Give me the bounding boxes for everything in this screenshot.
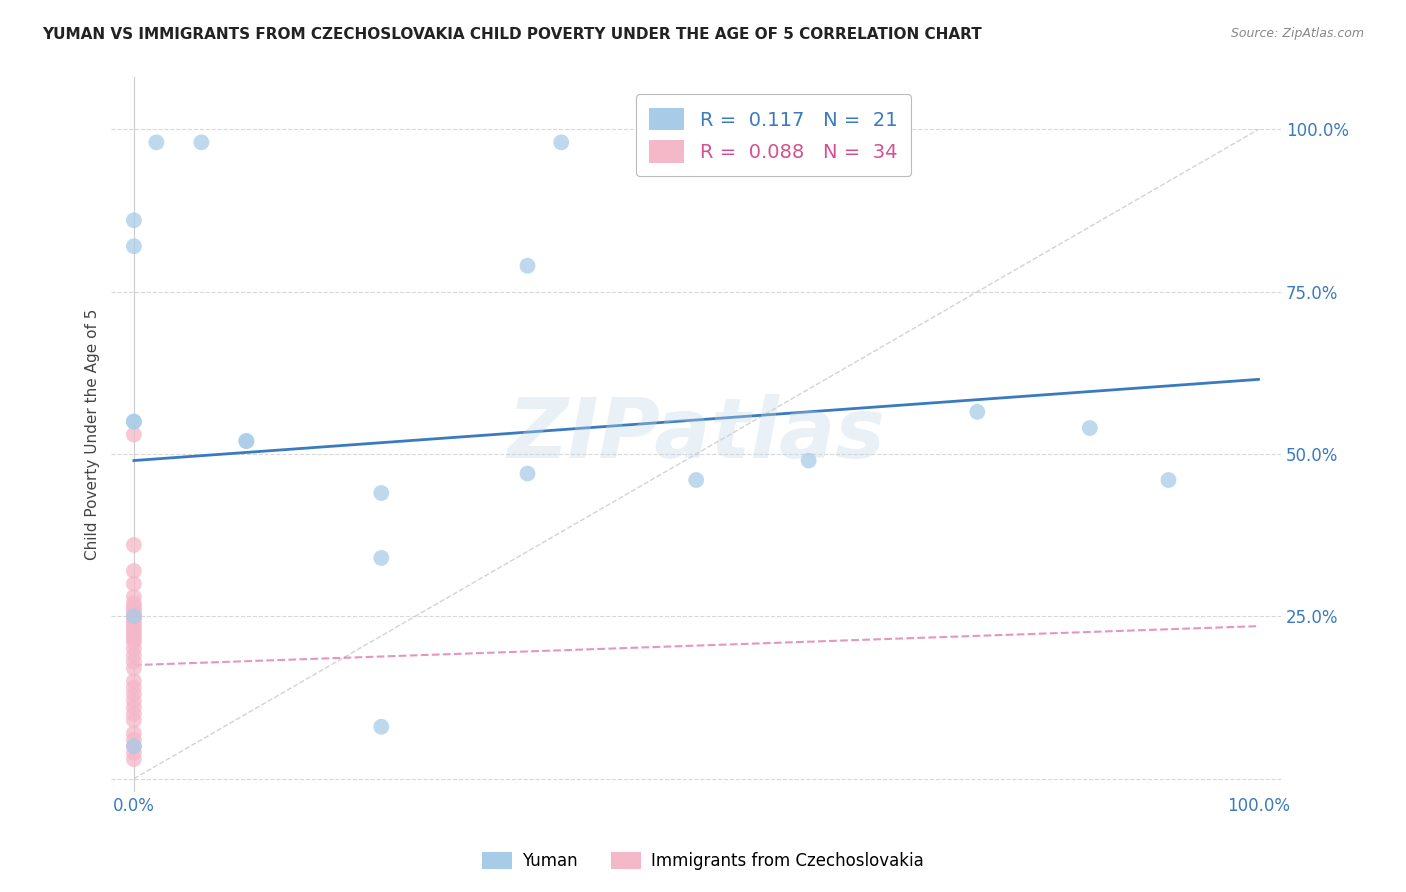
- Point: [685, 473, 707, 487]
- Point: [122, 606, 145, 620]
- Point: [516, 467, 538, 481]
- Legend: R =  0.117   N =  21, R =  0.088   N =  34: R = 0.117 N = 21, R = 0.088 N = 34: [636, 95, 911, 176]
- Point: [122, 694, 145, 708]
- Point: [122, 609, 145, 624]
- Point: [235, 434, 257, 448]
- Point: [122, 239, 145, 253]
- Point: [122, 596, 145, 610]
- Point: [550, 136, 572, 150]
- Text: Source: ZipAtlas.com: Source: ZipAtlas.com: [1230, 27, 1364, 40]
- Point: [122, 752, 145, 766]
- Point: [122, 648, 145, 663]
- Point: [122, 625, 145, 640]
- Point: [122, 641, 145, 656]
- Point: [1078, 421, 1101, 435]
- Point: [122, 732, 145, 747]
- Point: [122, 538, 145, 552]
- Point: [122, 635, 145, 649]
- Legend: Yuman, Immigrants from Czechoslovakia: Yuman, Immigrants from Czechoslovakia: [475, 845, 931, 877]
- Point: [122, 603, 145, 617]
- Point: [122, 713, 145, 727]
- Point: [122, 623, 145, 637]
- Point: [122, 661, 145, 675]
- Point: [122, 739, 145, 754]
- Point: [1157, 473, 1180, 487]
- Point: [122, 726, 145, 740]
- Point: [235, 434, 257, 448]
- Point: [190, 136, 212, 150]
- Point: [122, 577, 145, 591]
- Point: [122, 599, 145, 614]
- Text: YUMAN VS IMMIGRANTS FROM CZECHOSLOVAKIA CHILD POVERTY UNDER THE AGE OF 5 CORRELA: YUMAN VS IMMIGRANTS FROM CZECHOSLOVAKIA …: [42, 27, 981, 42]
- Point: [122, 564, 145, 578]
- Point: [516, 259, 538, 273]
- Point: [122, 746, 145, 760]
- Point: [370, 550, 392, 565]
- Point: [797, 453, 820, 467]
- Point: [122, 674, 145, 689]
- Point: [145, 136, 167, 150]
- Point: [122, 629, 145, 643]
- Point: [370, 720, 392, 734]
- Point: [122, 427, 145, 442]
- Point: [370, 486, 392, 500]
- Point: [966, 405, 988, 419]
- Point: [122, 590, 145, 604]
- Point: [122, 655, 145, 669]
- Y-axis label: Child Poverty Under the Age of 5: Child Poverty Under the Age of 5: [86, 309, 100, 560]
- Point: [122, 415, 145, 429]
- Point: [122, 739, 145, 754]
- Point: [122, 213, 145, 227]
- Point: [122, 706, 145, 721]
- Point: [122, 681, 145, 695]
- Point: [122, 615, 145, 630]
- Text: ZIPatlas: ZIPatlas: [508, 394, 886, 475]
- Point: [122, 687, 145, 701]
- Point: [122, 415, 145, 429]
- Point: [122, 700, 145, 714]
- Point: [122, 609, 145, 624]
- Point: [122, 632, 145, 646]
- Point: [122, 613, 145, 627]
- Point: [122, 619, 145, 633]
